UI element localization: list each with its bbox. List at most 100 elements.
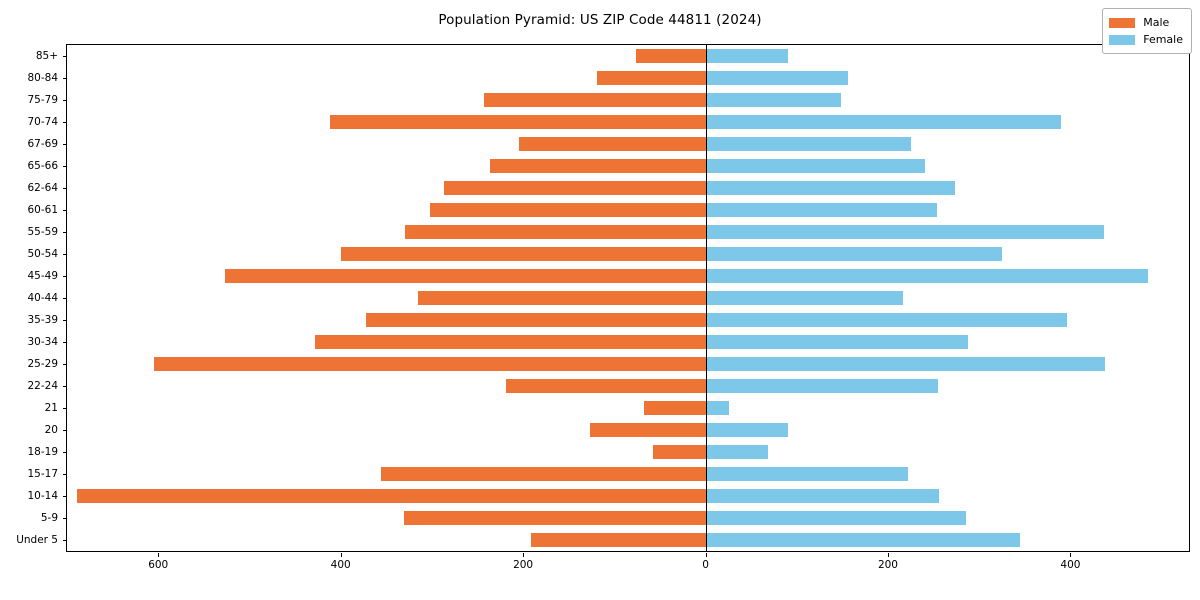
y-axis-label-30-34: 30-34: [27, 336, 58, 348]
y-axis-label-40-44: 40-44: [27, 292, 58, 304]
y-axis-tick: [63, 78, 67, 79]
bar-female-40-44: [705, 291, 904, 305]
y-axis-tick: [63, 144, 67, 145]
y-axis-tick: [63, 276, 67, 277]
bar-male-85-: [636, 49, 706, 63]
bar-male-45-49: [224, 269, 706, 283]
bar-male-15-17: [380, 467, 706, 481]
pyramid-row: [67, 335, 1189, 349]
bar-female-under-5: [705, 533, 1021, 547]
pyramid-row: [67, 159, 1189, 173]
zero-axis-line: [705, 45, 707, 551]
y-axis-tick: [63, 518, 67, 519]
bar-female-60-61: [705, 203, 938, 217]
legend-swatch-male: [1109, 17, 1136, 28]
y-axis-label-80-84: 80-84: [27, 72, 58, 84]
bar-male-18-19: [652, 445, 706, 459]
y-axis-tick: [63, 320, 67, 321]
y-axis-tick: [63, 342, 67, 343]
y-axis-label-25-29: 25-29: [27, 358, 58, 370]
y-axis-tick: [63, 452, 67, 453]
legend-item-female: Female: [1109, 31, 1183, 48]
y-axis-label-18-19: 18-19: [27, 446, 58, 458]
pyramid-row: [67, 181, 1189, 195]
bar-male-67-69: [518, 137, 706, 151]
pyramid-row: [67, 137, 1189, 151]
bar-male-35-39: [366, 313, 706, 327]
y-axis-label-70-74: 70-74: [27, 116, 58, 128]
bar-female-18-19: [705, 445, 769, 459]
bar-male-30-34: [315, 335, 706, 349]
y-axis-tick: [63, 474, 67, 475]
bar-male-62-64: [443, 181, 706, 195]
bar-female-62-64: [705, 181, 956, 195]
pyramid-row: [67, 203, 1189, 217]
y-axis-label-45-49: 45-49: [27, 270, 58, 282]
bar-female-5-9: [705, 511, 966, 525]
y-axis-tick: [63, 430, 67, 431]
y-axis-label-55-59: 55-59: [27, 226, 58, 238]
y-axis-tick: [63, 408, 67, 409]
bar-male-80-84: [596, 71, 706, 85]
bar-female-45-49: [705, 269, 1148, 283]
bar-female-15-17: [705, 467, 909, 481]
y-axis-label-under-5: Under 5: [16, 534, 58, 546]
pyramid-row: [67, 401, 1189, 415]
y-axis-label-75-79: 75-79: [27, 94, 58, 106]
pyramid-row: [67, 379, 1189, 393]
legend-swatch-female: [1109, 34, 1136, 45]
y-axis-label-5-9: 5-9: [40, 512, 58, 524]
bar-female-80-84: [705, 71, 848, 85]
pyramid-row: [67, 93, 1189, 107]
chart-title: Population Pyramid: US ZIP Code 44811 (2…: [438, 12, 762, 28]
y-axis-tick: [63, 254, 67, 255]
bar-male-under-5: [531, 533, 706, 547]
plot-inner: [67, 45, 1189, 551]
legend-item-male: Male: [1109, 14, 1183, 31]
legend-label-male: Male: [1143, 16, 1170, 29]
pyramid-row: [67, 247, 1189, 261]
y-axis-label-20: 20: [44, 424, 58, 436]
y-axis-label-67-69: 67-69: [27, 138, 58, 150]
bar-male-60-61: [430, 203, 706, 217]
plot-area: 85+ 80-84 75-79 70-74 67-69 65-66 62-64 60-61 55…: [16, 44, 1190, 571]
bar-male-21: [644, 401, 706, 415]
x-axis-tick: [523, 553, 525, 557]
y-axis-tick: [63, 122, 67, 123]
y-axis-label-85-: 85+: [35, 50, 58, 62]
y-axis-label-65-66: 65-66: [27, 160, 58, 172]
y-axis-label-62-64: 62-64: [27, 182, 58, 194]
bar-female-35-39: [705, 313, 1067, 327]
bar-female-55-59: [705, 225, 1105, 239]
y-axis-tick: [63, 386, 67, 387]
y-axis-tick: [63, 56, 67, 57]
pyramid-row: [67, 357, 1189, 371]
bar-male-65-66: [490, 159, 706, 173]
y-axis-label-60-61: 60-61: [27, 204, 58, 216]
chart-legend: Male Female: [1102, 8, 1192, 54]
x-axis-label-400-1: 400: [330, 559, 351, 571]
bar-male-50-54: [340, 247, 706, 261]
bar-female-25-29: [705, 357, 1106, 371]
pyramid-row: [67, 49, 1189, 63]
pyramid-row: [67, 489, 1189, 503]
y-axis-tick: [63, 540, 67, 541]
bar-male-75-79: [483, 93, 706, 107]
pyramid-row: [67, 291, 1189, 305]
pyramid-row: [67, 71, 1189, 85]
bar-male-55-59: [404, 225, 706, 239]
y-axis-label-50-54: 50-54: [27, 248, 58, 260]
x-axis-tick: [340, 553, 342, 557]
x-axis-label-200-2: 200: [513, 559, 534, 571]
pyramid-row: [67, 445, 1189, 459]
bar-male-25-29: [153, 357, 706, 371]
y-axis-label-35-39: 35-39: [27, 314, 58, 326]
bar-female-65-66: [705, 159, 926, 173]
pyramid-row: [67, 115, 1189, 129]
y-axis-tick: [63, 188, 67, 189]
y-axis-label-21: 21: [44, 402, 58, 414]
bar-male-70-74: [329, 115, 706, 129]
y-axis-tick: [63, 298, 67, 299]
y-axis-tick: [63, 232, 67, 233]
